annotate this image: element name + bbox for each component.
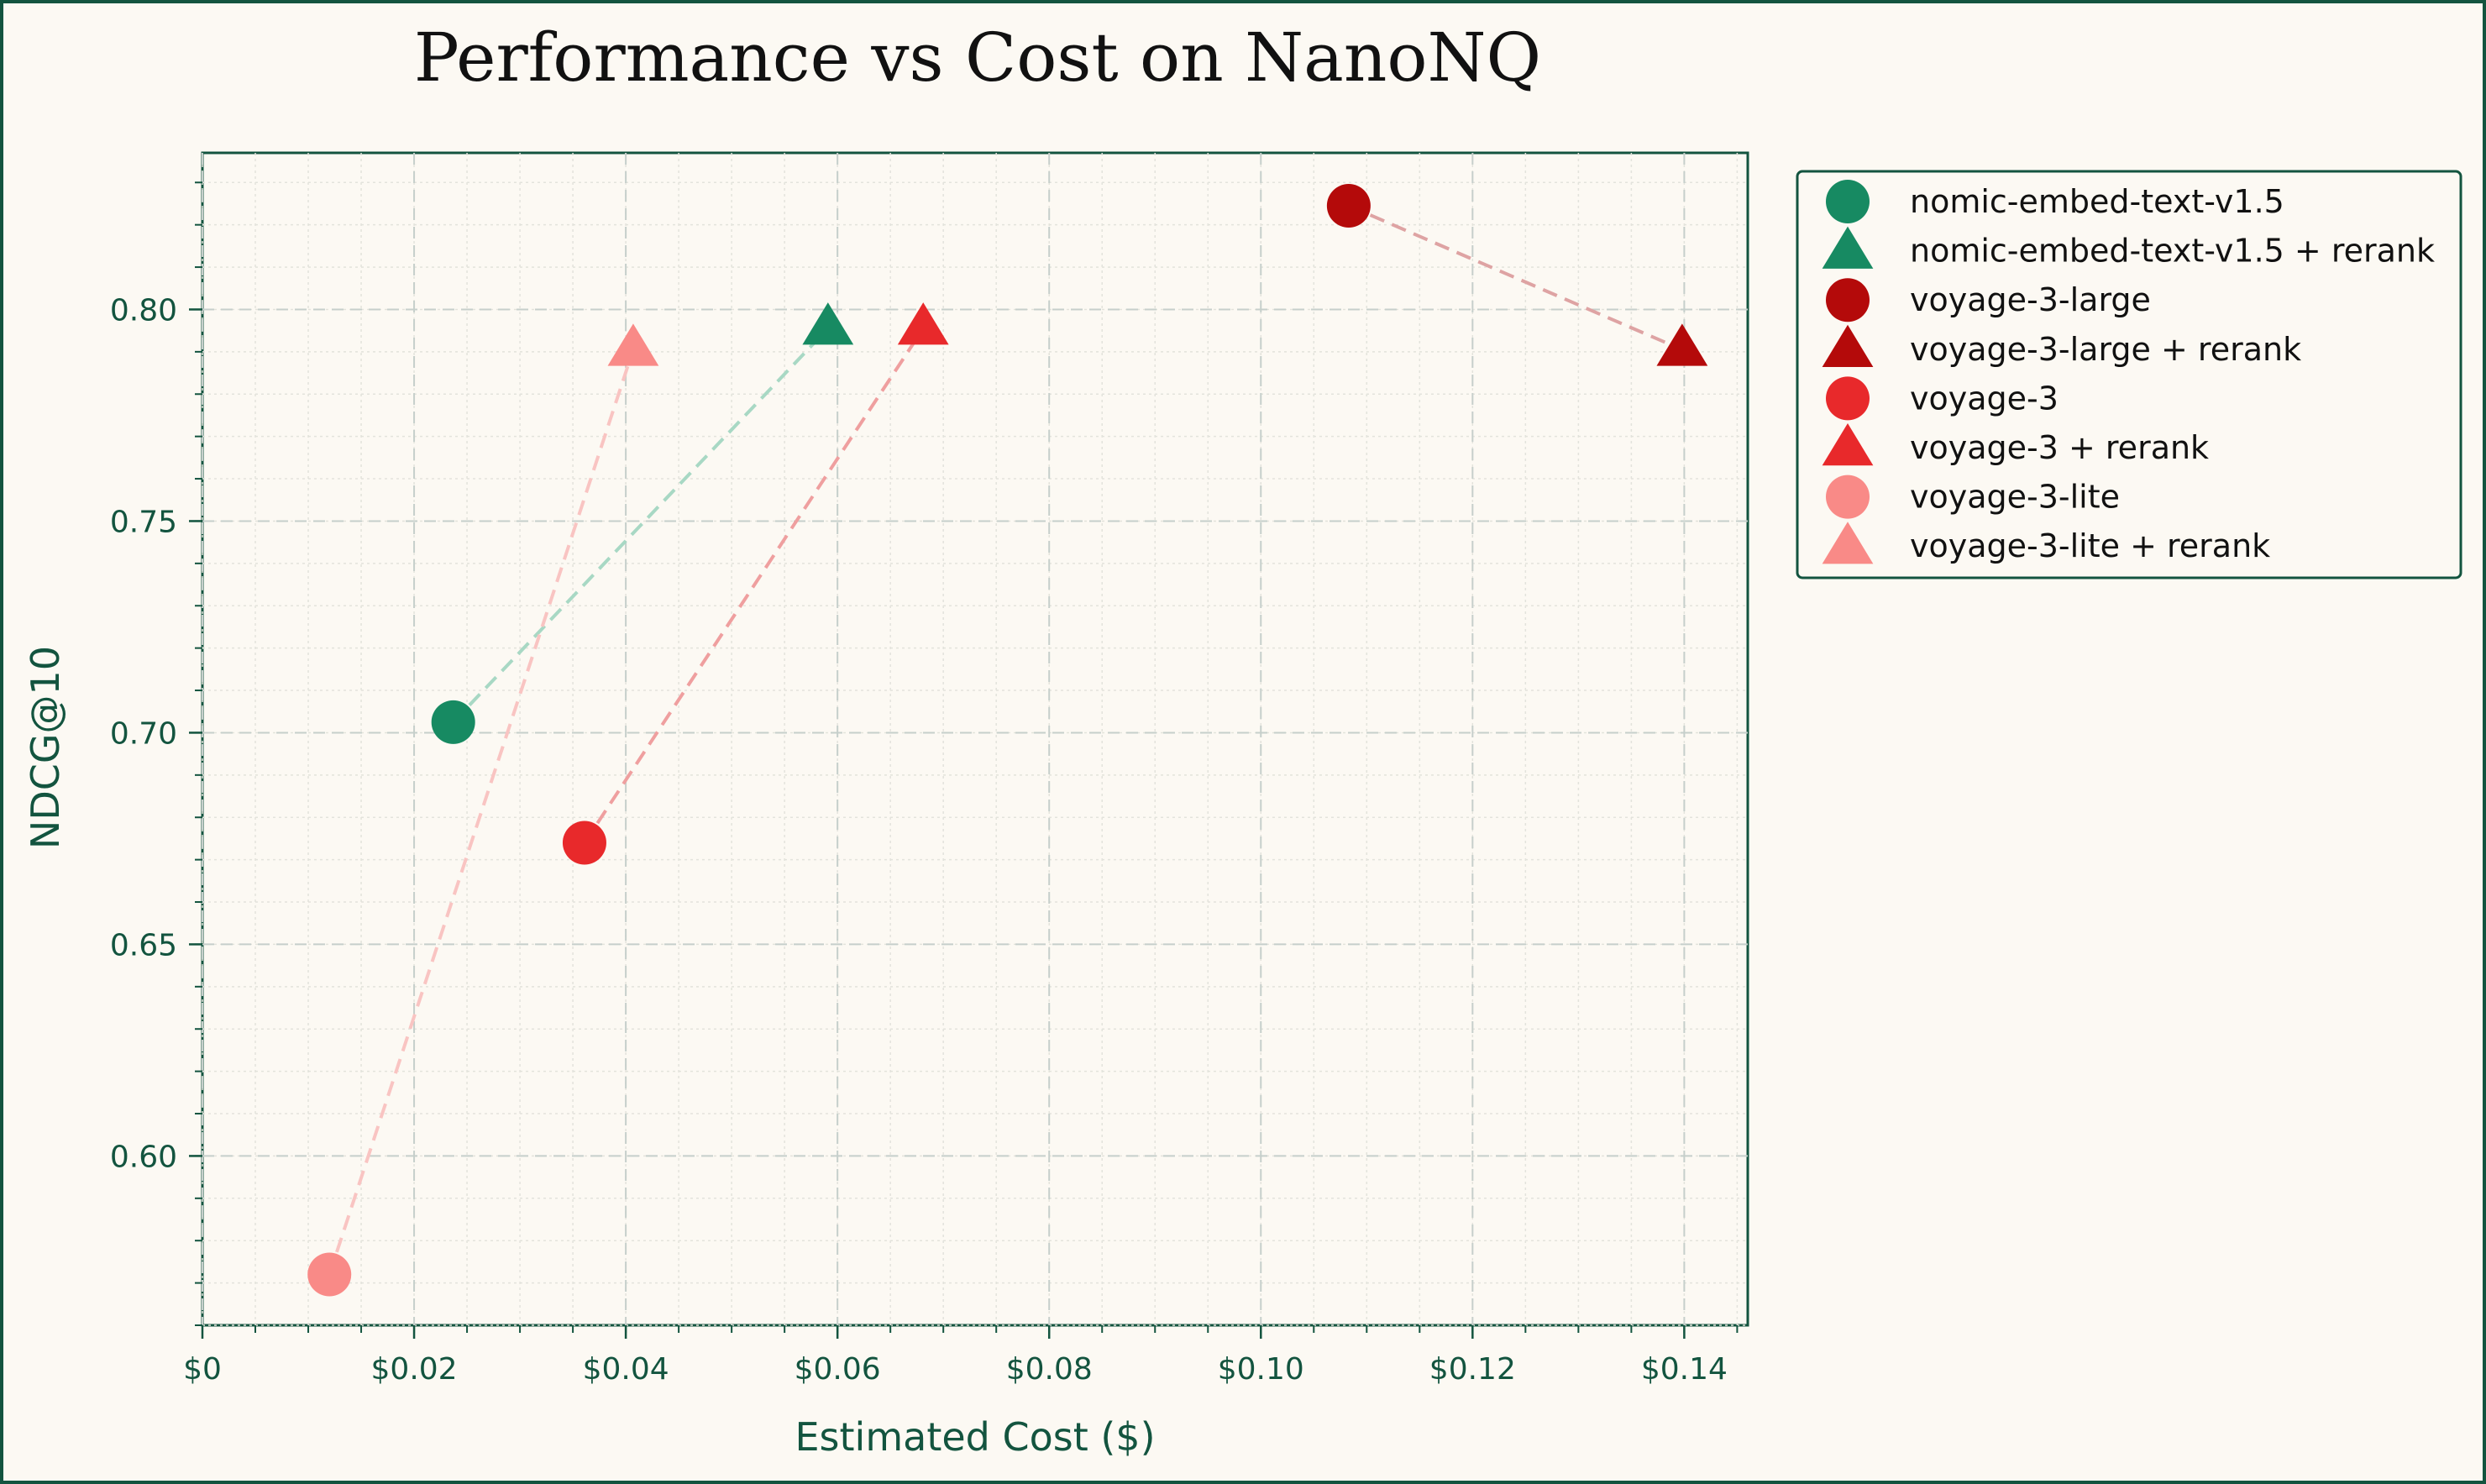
x-tick-label: $0.14 [1641,1352,1728,1387]
legend: nomic-embed-text-v1.5 nomic-embed-text-v1… [1796,170,2462,579]
grid [202,153,1748,1326]
data-point-triangle [607,323,659,366]
connection-line [452,327,830,724]
y-tick-label: 0.75 [110,505,177,539]
x-tick-label: $0.06 [795,1352,881,1387]
x-axis-label: Estimated Cost ($) [795,1414,1155,1460]
x-tick-label: $0.04 [583,1352,669,1387]
legend-box [1796,170,2462,579]
data-point-circle [307,1252,352,1297]
plot-area [201,151,1749,1327]
data-point-triangle [897,302,949,345]
legend-label: voyage-3-lite [1910,479,2120,516]
data-point-triangle [1656,323,1708,366]
data-point-circle [431,700,475,744]
connection-line [583,328,925,844]
legend-marker-triangle [1822,522,1874,564]
legend-marker-circle [1826,376,1870,421]
legend-marker-triangle [1822,423,1874,466]
y-tick-label: 0.80 [110,293,177,328]
data-point-circle [562,821,606,865]
chart-title: Performance vs Cost on NanoNQ [414,18,1541,97]
legend-marker-circle [1826,180,1870,223]
connection-line [328,349,635,1276]
legend-label: voyage-3-lite + rerank [1910,527,2270,564]
x-tick-label: $0.02 [371,1352,458,1387]
x-tick-label: $0.08 [1006,1352,1093,1387]
legend-label: nomic-embed-text-v1.5 [1910,183,2284,220]
legend-label: voyage-3 [1910,380,2059,417]
data-points [307,183,1708,1297]
axis-ticks: $0 $0.02 $0.04 $0.06 $0.08 $0.10 $0.12 $0.14 0.6… [110,181,1739,1387]
connection-lines [328,204,1683,1276]
y-axis-label: NDCG@10 [23,646,68,849]
x-tick-label: $0.12 [1429,1352,1516,1387]
y-tick-label: 0.70 [110,716,177,751]
y-tick-label: 0.65 [110,928,177,962]
x-tick-label: $0.10 [1218,1352,1304,1387]
legend-marker-circle [1826,278,1870,322]
legend-label: voyage-3 + rerank [1910,429,2209,466]
data-point-triangle [802,302,854,345]
scatter-chart: Performance vs Cost on NanoNQ $0 $0.02 $0.… [23,18,2462,1460]
legend-label: voyage-3-large + rerank [1910,331,2301,368]
y-tick-label: 0.60 [110,1140,177,1174]
legend-marker-triangle [1822,226,1874,269]
x-tick-label: $0 [183,1352,222,1387]
legend-marker-circle [1826,475,1870,519]
legend-marker-triangle [1822,324,1874,368]
legend-label: voyage-3-large [1910,281,2151,318]
data-point-circle [1326,183,1371,228]
legend-label: nomic-embed-text-v1.5 + rerank [1910,233,2435,270]
connection-line [1348,204,1683,352]
